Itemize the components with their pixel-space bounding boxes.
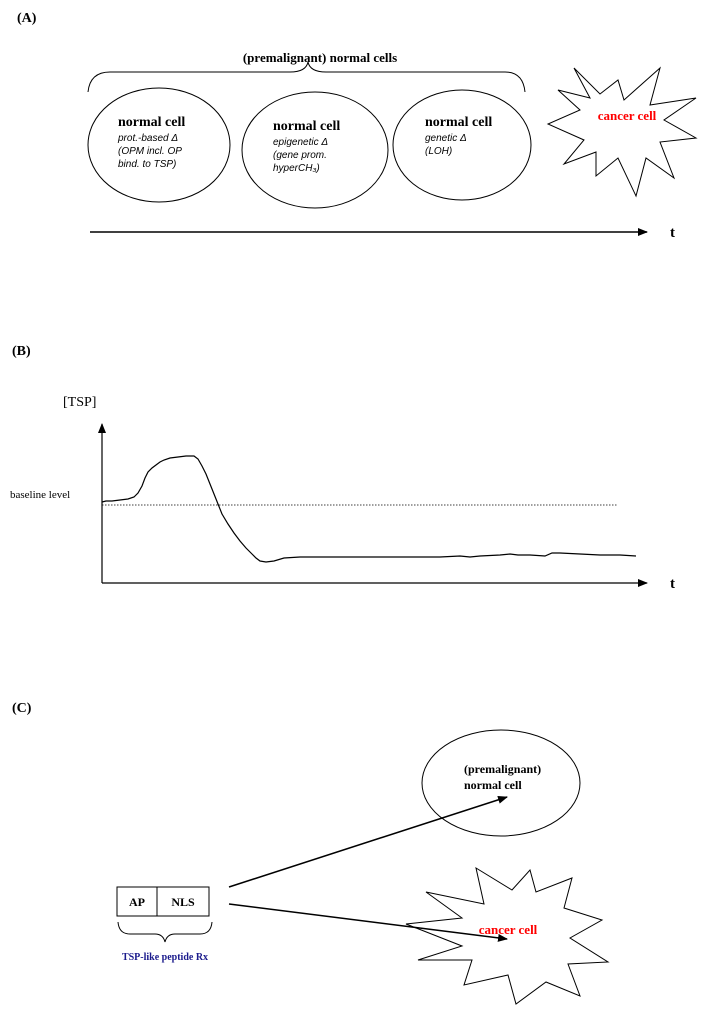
peptide-nls-segment	[156, 886, 210, 917]
panel-a-brace	[87, 61, 526, 93]
peptide-ap-segment	[116, 886, 158, 917]
cell-line-3: hyperCH₃)	[273, 163, 320, 174]
cell-line-2: (LOH)	[425, 146, 452, 157]
normal-cell-epigenetic: normal cell epigenetic Δ (gene prom. hyp…	[241, 91, 389, 209]
cell-title: normal cell	[273, 119, 340, 134]
cell-line-1: prot.-based Δ	[117, 133, 178, 144]
target-cancer-label: cancer cell	[479, 922, 538, 937]
baseline-level-label: baseline level	[10, 489, 70, 501]
cell-ellipse	[241, 91, 389, 209]
normal-cell-genetic: normal cell genetic Δ (LOH)	[392, 89, 532, 201]
cell-line-2: (gene prom.	[273, 150, 327, 161]
cancer-star-shape	[546, 66, 698, 198]
target-normal-line1: (premalignant)	[464, 762, 541, 776]
target-normal-cell: (premalignant) normal cell	[421, 729, 581, 837]
cell-ellipse	[87, 87, 231, 203]
cell-line-3: bind. to TSP)	[118, 159, 176, 170]
target-cell-ellipse	[421, 729, 581, 837]
cell-ellipse	[392, 89, 532, 201]
peptide-nls-label: NLS	[171, 895, 195, 909]
peptide-box: AP NLS	[116, 886, 210, 917]
peptide-brace	[117, 921, 213, 943]
arrow-to-cancer-cell	[228, 903, 508, 942]
tsp-curve	[101, 455, 637, 563]
cell-line-1: genetic Δ	[425, 133, 467, 144]
arrow-to-normal-cell	[228, 795, 508, 888]
cancer-cell-a: cancer cell	[546, 66, 698, 198]
panel-a-brace-label: (premalignant) normal cells	[243, 50, 397, 65]
cell-title: normal cell	[425, 115, 492, 130]
target-normal-line2: normal cell	[464, 778, 522, 792]
panel-b-x-axis-label: t	[670, 576, 675, 592]
panel-a-label: (A)	[17, 11, 37, 26]
panel-c-label: (C)	[12, 701, 32, 716]
peptide-ap-label: AP	[129, 895, 145, 909]
cell-title: normal cell	[118, 115, 185, 130]
target-cancer-cell: cancer cell	[405, 866, 610, 1005]
peptide-brace-label: TSP-like peptide Rx	[122, 952, 208, 963]
cell-line-1: epigenetic Δ	[273, 137, 328, 148]
panel-b-label: (B)	[12, 344, 31, 359]
cell-line-2: (OPM incl. OP	[118, 146, 182, 157]
panel-b-y-axis-label: [TSP]	[63, 395, 96, 410]
cancer-cell-label: cancer cell	[598, 108, 657, 123]
panel-a-axis-label: t	[670, 225, 675, 241]
normal-cell-protein: normal cell prot.-based Δ (OPM incl. OP …	[87, 87, 231, 203]
